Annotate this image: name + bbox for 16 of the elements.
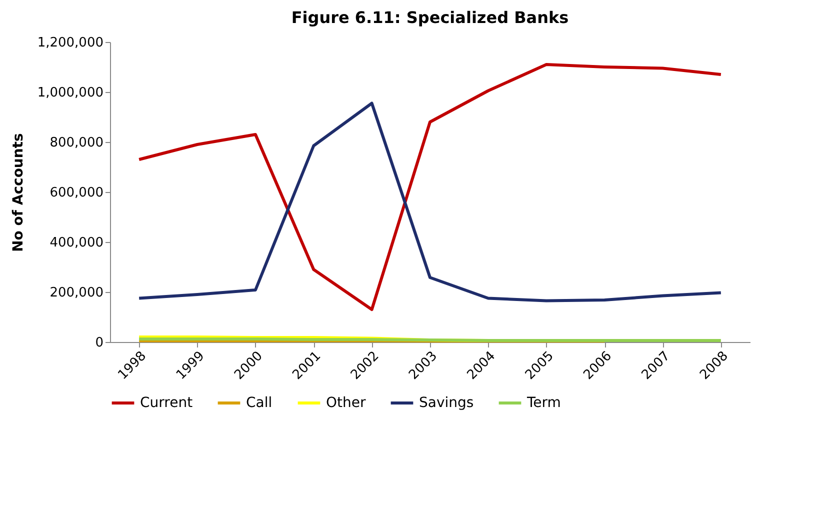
y-tick-label: 200,000 xyxy=(50,286,104,300)
legend-label: Savings xyxy=(419,395,474,411)
line-series xyxy=(138,63,722,311)
y-tick-label: 600,000 xyxy=(50,186,104,200)
legend-label: Term xyxy=(526,395,561,411)
y-tick-label: 0 xyxy=(95,336,104,350)
legend-label: Call xyxy=(246,395,272,411)
line-series xyxy=(138,102,722,302)
y-tick-label: 1,000,000 xyxy=(37,86,104,100)
y-axis-title: No of Accounts xyxy=(10,133,26,252)
y-tick-label: 800,000 xyxy=(50,136,104,150)
chart-title: Figure 6.11: Specialized Banks xyxy=(291,8,569,27)
legend-label: Other xyxy=(326,395,366,411)
legend-label: Current xyxy=(140,395,194,411)
y-tick-label: 1,200,000 xyxy=(37,36,104,50)
y-tick-label: 400,000 xyxy=(50,236,104,250)
